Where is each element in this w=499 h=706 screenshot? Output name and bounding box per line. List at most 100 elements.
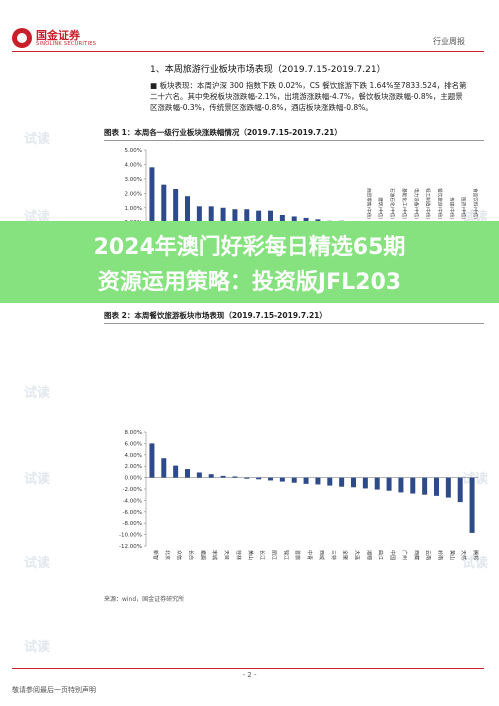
y-tick-label: -2.00% [123,487,142,493]
footer-divider [12,668,484,669]
bar [208,474,214,478]
x-tick-label: 云南 [425,550,432,560]
banner-line1: 2024年澳门好彩每日精选65期 [93,235,406,260]
x-tick-label: 天然 [460,550,467,560]
x-tick-label: 湘鄂 [365,550,372,560]
bar [244,209,250,223]
x-tick-label: 岭南 [437,550,444,560]
y-tick-label: 5.00% [125,148,142,154]
brand-name: 国金证券 [36,29,80,42]
bar [173,189,179,223]
bar [161,458,167,478]
bar [327,477,333,486]
x-tick-label: 中国 [389,550,396,560]
bar [185,469,190,478]
bar [469,477,475,533]
x-tick-label: 餐饮旅游(中信) [437,188,444,219]
document-type: 行业周报 [433,37,465,46]
x-tick-label: 宋城 [211,550,218,560]
watermark-text: 试读 [462,472,489,487]
brand-name-en: SINOLINK SECURITIES [36,41,97,47]
x-tick-label: 曲江 [377,550,384,560]
watermark-text: 试读 [462,556,489,571]
y-tick-label: 4.00% [125,162,142,168]
x-tick-label: 轻工制造(中信) [425,188,432,219]
y-tick-label: 2.00% [125,191,142,197]
x-tick-label: 天目 [223,550,229,560]
bar [362,477,368,489]
bar [315,477,321,485]
x-tick-label: 众信 [176,550,183,560]
bar [256,210,262,223]
figure-source: 来源：wind，国金证券研究所 [104,596,185,603]
section-bullet: ■ 板块表现：本周沪深 300 指数下跌 0.02%，CS 餐饮旅游下跌 1.6… [150,81,467,112]
y-tick-label: 3.00% [125,177,142,183]
bar [410,477,416,494]
x-tick-label: 建筑(中信) [377,197,384,219]
x-tick-label: 三特 [330,550,337,560]
x-tick-label: 中青 [306,550,313,560]
bar [149,167,155,223]
footer-disclaimer: 敬请参阅最后一页特别声明 [12,686,96,694]
x-tick-label: 北京 [164,550,171,560]
x-tick-label: 商贸零售(中信) [365,188,372,219]
y-tick-label: -6.00% [123,510,142,516]
page-number: - 2 - [242,671,257,679]
bar [445,477,451,498]
y-tick-label: 0.00% [125,476,142,482]
watermark-text: 试读 [24,640,51,655]
y-tick-label: 8.00% [125,430,142,436]
bar [374,477,380,490]
bar [303,217,309,223]
bar [398,477,404,493]
x-tick-label: 全聚 [342,550,349,560]
bar [291,477,297,483]
x-tick-label: 石油石化(中信) [389,188,396,219]
bar [303,477,309,484]
x-tick-label: 锦江 [282,550,289,560]
x-tick-label: 黄山 [247,550,254,560]
x-tick-label: 西藏 [413,550,420,560]
bar [279,477,285,482]
bar [268,210,273,223]
bar [220,207,226,223]
y-tick-label: -4.00% [123,498,142,504]
bar [386,477,392,491]
bar [232,209,238,223]
x-tick-label: 传媒(中信) [448,197,455,219]
x-tick-label: 大连 [354,550,361,560]
x-tick-label: 食品饮料(中信) [472,188,479,219]
bar [457,477,463,503]
bar [339,477,345,487]
figure2-chart: 8.00% 6.00% 4.00% 2.00% 0.00% -2.00% -4.00% -6.… [119,430,479,560]
bar [208,206,214,223]
logo-icon-inner [17,33,27,43]
bar [268,477,273,481]
bar [185,196,190,223]
bar [351,477,356,488]
banner-line2: 资源运用策略：投资版JFL203 [97,270,402,295]
x-tick-label: 桂林 [235,550,242,560]
y-tick-label: 4.00% [125,453,142,459]
x-tick-label: 首旅 [294,550,301,560]
bar [220,475,226,478]
bar [434,477,439,496]
bar [196,206,202,223]
x-tick-label: 长江 [259,550,266,560]
x-tick-label: 基础化工(中信) [401,188,408,219]
figure1-title: 图表 1：本周各一级行业板块涨跌幅情况（2019.7.15-2019.7.21） [104,127,484,141]
x-tick-label: 丽江 [271,550,278,560]
x-tick-label: 广州 [401,550,408,560]
x-tick-label: 腾邦 [472,550,479,560]
bar [291,216,297,223]
watermark-text: 试读 [24,472,51,487]
x-tick-label: 长白 [188,550,195,560]
y-tick-label: 2.00% [125,464,142,470]
watermark-text: 试读 [24,556,51,571]
figure2-title: 图表 2：本周餐饮旅游板块市场表现（2019.7.15-2019.7.21） [104,310,484,324]
watermark-text: 试读 [24,386,51,401]
bar [196,472,202,478]
x-tick-label: 电力设备(中信) [413,188,420,219]
section-title: 1、本周旅游行业板块市场表现（2019.7.15-2019.7.21） [150,65,386,75]
overlay-banner [0,221,499,303]
